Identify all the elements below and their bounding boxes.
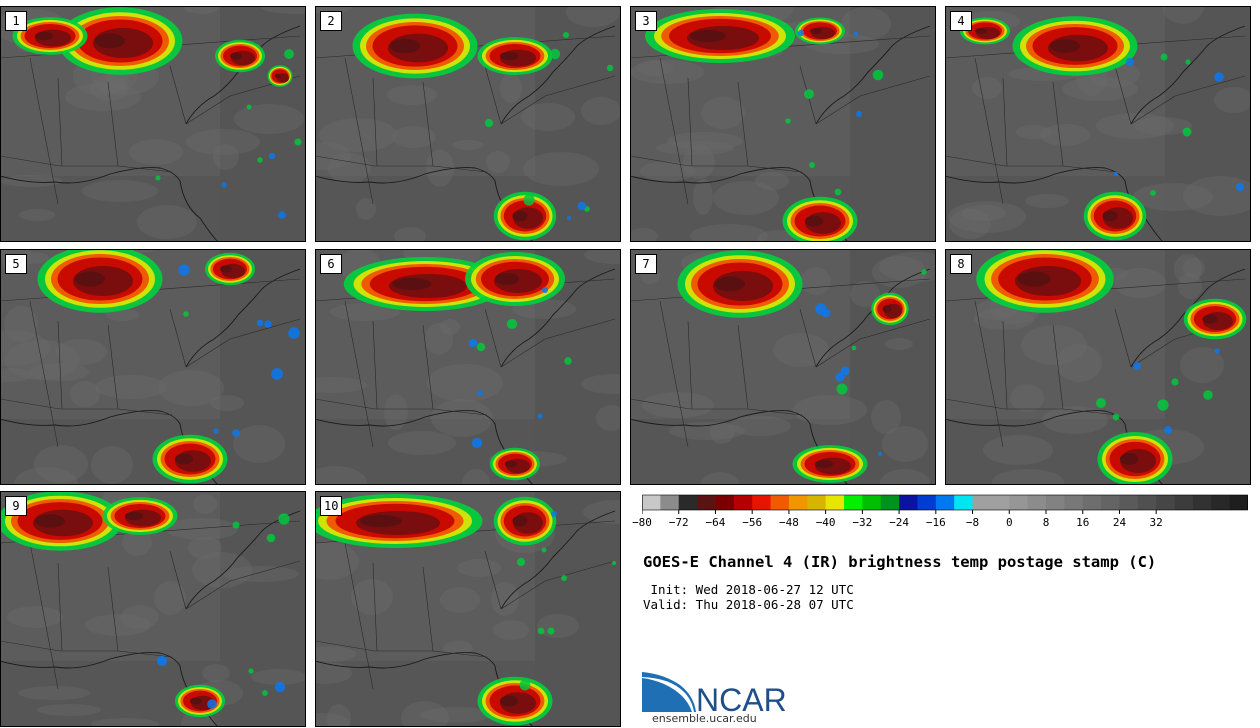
colorbar-tick-label: −48 [778, 516, 799, 529]
colorbar-swatch [1119, 495, 1139, 510]
colorbar-swatch [642, 495, 661, 510]
colorbar-swatch [844, 495, 863, 510]
logo-url: ensemble.ucar.edu [652, 712, 757, 725]
colorbar-swatch [1137, 495, 1157, 510]
ncar-logo: NCAR [642, 672, 787, 714]
colorbar-swatch [1101, 495, 1120, 510]
colorbar-swatch [1192, 495, 1212, 510]
colorbar-tick-label: 24 [1112, 516, 1127, 529]
postage-stamp-panel: 8 [945, 249, 1251, 485]
panel-number: 9 [5, 496, 27, 516]
colorbar-tick-label: −8 [965, 516, 980, 529]
colorbar-swatch [715, 495, 735, 510]
colorbar-swatch [1082, 495, 1102, 510]
panel-number: 4 [950, 11, 972, 31]
postage-stamp-panel: 5 [0, 249, 306, 485]
panel-number: 3 [635, 11, 657, 31]
colorbar-swatch [697, 495, 716, 510]
colorbar-swatch [660, 495, 680, 510]
colorbar-tick-label: −72 [668, 516, 689, 529]
colorbar-swatch [1027, 495, 1047, 510]
colorbar-swatch [1174, 495, 1194, 510]
colorbar-swatch [733, 495, 753, 510]
postage-stamp-panel: 9 [0, 491, 306, 727]
panel-number: 10 [320, 496, 343, 516]
colorbar-swatch [899, 495, 918, 510]
colorbar-swatch [972, 495, 992, 510]
colorbar-tick-label: −32 [852, 516, 873, 529]
colorbar-swatch [1229, 495, 1248, 510]
colorbar-swatch [990, 495, 1010, 510]
postage-stamp-panel: 2 [315, 6, 621, 242]
postage-stamp-panel: 3 [630, 6, 936, 242]
panel-number: 6 [320, 254, 342, 274]
panel-number: 7 [635, 254, 657, 274]
panel-number: 1 [5, 11, 27, 31]
svg-text:NCAR: NCAR [696, 682, 787, 714]
colorbar-swatch [935, 495, 955, 510]
colorbar-swatch [1009, 495, 1029, 510]
colorbar-swatch [1064, 495, 1084, 510]
colorbar-swatch [752, 495, 772, 510]
colorbar-swatch [917, 495, 937, 510]
colorbar-swatch [770, 495, 790, 510]
panel-number: 5 [5, 254, 27, 274]
colorbar-swatch [788, 495, 808, 510]
colorbar [642, 494, 1248, 514]
colorbar-tick-label: −64 [705, 516, 726, 529]
colorbar-tick-label: −56 [742, 516, 763, 529]
init-time: Init: Wed 2018-06-27 12 UTC [643, 582, 854, 597]
colorbar-swatch [678, 495, 698, 510]
postage-stamp-panel: 4 [945, 6, 1251, 242]
postage-stamp-panel: 7 [630, 249, 936, 485]
colorbar-tick-label: 16 [1076, 516, 1090, 529]
colorbar-tick-label: −80 [632, 516, 652, 529]
colorbar-tick-label: −40 [815, 516, 836, 529]
colorbar-swatch [862, 495, 882, 510]
colorbar-swatch [1046, 495, 1065, 510]
valid-time: Valid: Thu 2018-06-28 07 UTC [643, 597, 854, 612]
postage-stamp-panel: 1 [0, 6, 306, 242]
colorbar-tick-label: 32 [1149, 516, 1163, 529]
colorbar-swatch [954, 495, 974, 510]
colorbar-swatch [807, 495, 827, 510]
panel-number: 2 [320, 11, 342, 31]
colorbar-swatch [880, 495, 900, 510]
colorbar-tick-label: 8 [1042, 516, 1050, 529]
colorbar-tick-label: 0 [1005, 516, 1013, 529]
postage-stamp-panel: 10 [315, 491, 621, 727]
colorbar-swatch [1156, 495, 1176, 510]
colorbar-swatch [1211, 495, 1231, 510]
colorbar-tick-label: −24 [889, 516, 910, 529]
figure-title: GOES-E Channel 4 (IR) brightness temp po… [643, 553, 1157, 571]
panel-number: 8 [950, 254, 972, 274]
colorbar-swatch [825, 495, 845, 510]
colorbar-tick-label: −16 [925, 516, 946, 529]
postage-stamp-panel: 6 [315, 249, 621, 485]
